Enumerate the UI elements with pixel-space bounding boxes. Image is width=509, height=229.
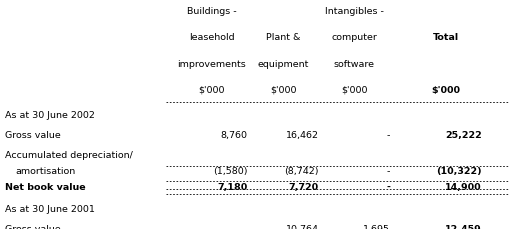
Text: equipment: equipment — [257, 60, 308, 68]
Text: 7,720: 7,720 — [288, 183, 318, 192]
Text: As at 30 June 2001: As at 30 June 2001 — [5, 205, 95, 214]
Text: $'000: $'000 — [341, 86, 367, 95]
Text: Gross value: Gross value — [5, 225, 61, 229]
Text: 25,222: 25,222 — [444, 131, 481, 140]
Text: (1,580): (1,580) — [212, 167, 247, 177]
Text: 7,180: 7,180 — [217, 183, 247, 192]
Text: leasehold: leasehold — [188, 33, 234, 42]
Text: $'000: $'000 — [431, 86, 460, 95]
Text: Intangibles -: Intangibles - — [324, 7, 383, 16]
Text: 10,764: 10,764 — [285, 225, 318, 229]
Text: $'000: $'000 — [198, 86, 224, 95]
Text: 1,695: 1,695 — [362, 225, 389, 229]
Text: 12,459: 12,459 — [444, 225, 481, 229]
Text: 16,462: 16,462 — [285, 131, 318, 140]
Text: -: - — [386, 131, 389, 140]
Text: Total: Total — [432, 33, 459, 42]
Text: (10,322): (10,322) — [436, 167, 481, 177]
Text: improvements: improvements — [177, 60, 245, 68]
Text: (8,742): (8,742) — [284, 167, 318, 177]
Text: -: - — [243, 225, 247, 229]
Text: Accumulated depreciation/: Accumulated depreciation/ — [5, 151, 133, 160]
Text: amortisation: amortisation — [15, 167, 75, 177]
Text: Net book value: Net book value — [5, 183, 86, 192]
Text: Gross value: Gross value — [5, 131, 61, 140]
Text: -: - — [386, 167, 389, 177]
Text: computer: computer — [331, 33, 377, 42]
Text: -: - — [385, 183, 389, 192]
Text: Plant &: Plant & — [265, 33, 300, 42]
Text: As at 30 June 2002: As at 30 June 2002 — [5, 111, 95, 120]
Text: 14,900: 14,900 — [444, 183, 481, 192]
Text: Buildings -: Buildings - — [186, 7, 236, 16]
Text: 8,760: 8,760 — [220, 131, 247, 140]
Text: software: software — [333, 60, 374, 68]
Text: $'000: $'000 — [269, 86, 296, 95]
